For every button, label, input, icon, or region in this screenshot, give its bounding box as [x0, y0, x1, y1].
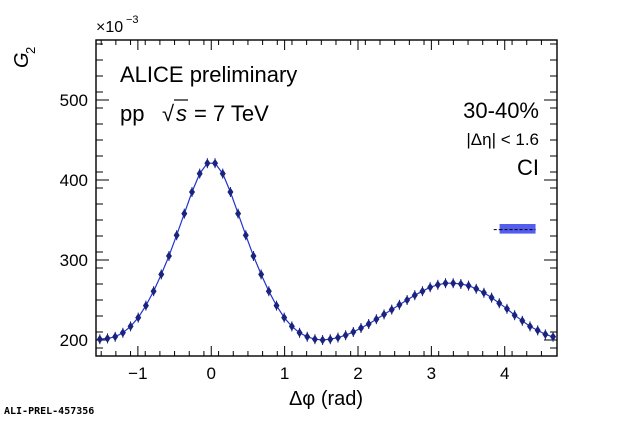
data-point — [550, 332, 557, 342]
y-multiplier-exponent: −3 — [126, 14, 139, 26]
data-point — [258, 269, 265, 279]
data-point — [480, 288, 487, 298]
data-point — [450, 278, 457, 288]
data-point — [342, 330, 349, 340]
data-point — [373, 314, 380, 324]
data-point — [158, 269, 165, 279]
data-point — [104, 333, 111, 343]
data-point — [235, 209, 242, 219]
data-point — [319, 335, 326, 345]
experiment-label: ALICE preliminary — [120, 62, 297, 87]
data-point — [381, 309, 388, 319]
data-point — [204, 158, 211, 168]
axis-ticks — [96, 40, 557, 356]
energy-variable: s — [176, 101, 187, 126]
data-point — [281, 313, 288, 323]
figure-id: ALI-PREL-457356 — [4, 406, 94, 417]
charge-combination-label: CI — [517, 155, 539, 180]
data-point — [350, 327, 357, 337]
y-axis-label: G 2 — [11, 47, 38, 68]
data-point — [527, 321, 534, 331]
energy-value: = 7 TeV — [194, 101, 269, 126]
data-point — [465, 281, 472, 291]
data-point — [135, 313, 142, 323]
data-point — [411, 290, 418, 300]
data-point — [358, 323, 365, 333]
data-point — [142, 301, 149, 311]
sqrt-symbol: √ — [162, 101, 175, 126]
x-tick-label: 2 — [353, 364, 362, 383]
data-point — [189, 187, 196, 197]
data-point — [542, 329, 549, 339]
y-tick-label: 300 — [60, 251, 88, 270]
data-point — [265, 286, 272, 296]
data-point — [534, 325, 541, 335]
data-point — [288, 321, 295, 331]
y-axis-label-main: G — [11, 52, 33, 68]
data-point — [388, 305, 395, 315]
data-point — [457, 279, 464, 289]
systematic-layer — [493, 224, 536, 234]
x-tick-label: 4 — [500, 364, 509, 383]
data-point — [419, 286, 426, 296]
data-point — [327, 334, 334, 344]
data-point — [473, 284, 480, 294]
eta-cut-label: |Δη| < 1.6 — [466, 130, 539, 149]
data-point — [511, 310, 518, 320]
data-point — [311, 334, 318, 344]
data-point — [127, 321, 134, 331]
y-tick-label: 400 — [60, 171, 88, 190]
data-point — [181, 209, 188, 219]
y-tick-label: 200 — [60, 331, 88, 350]
data-point — [112, 332, 119, 342]
y-axis-label-subscript: 2 — [23, 47, 38, 54]
data-point — [173, 230, 180, 240]
data-point — [196, 169, 203, 179]
data-point — [503, 304, 510, 314]
system-prefix: pp — [120, 101, 144, 126]
data-point — [434, 280, 441, 290]
centrality-label: 30-40% — [463, 98, 539, 123]
y-tick-label: 500 — [60, 91, 88, 110]
data-point — [365, 319, 372, 329]
data-point — [404, 295, 411, 305]
x-tick-label: 0 — [207, 364, 216, 383]
data-point — [250, 251, 257, 261]
data-point — [296, 328, 303, 338]
data-point — [273, 301, 280, 311]
data-point — [96, 334, 103, 344]
axis-tick-labels: −1 0 1 2 3 4 200 300 400 500 — [60, 91, 510, 383]
data-point — [396, 300, 403, 310]
data-point — [242, 230, 249, 240]
data-point — [227, 187, 234, 197]
x-axis-label: Δφ (rad) — [289, 388, 363, 410]
data-point — [334, 333, 341, 343]
x-tick-label: 1 — [280, 364, 289, 383]
data-point — [165, 251, 172, 261]
plot-frame — [95, 39, 558, 357]
series-line — [99, 162, 554, 341]
systematic-band — [499, 224, 536, 234]
data-point — [488, 293, 495, 303]
x-tick-label: 3 — [427, 364, 436, 383]
series-layer — [96, 158, 557, 345]
x-tick-label: −1 — [128, 364, 147, 383]
y-multiplier: ×10 — [96, 19, 123, 36]
data-point — [496, 298, 503, 308]
data-point — [519, 316, 526, 326]
data-point — [150, 286, 157, 296]
data-point — [212, 158, 219, 168]
data-point — [119, 328, 126, 338]
data-point — [442, 278, 449, 288]
data-point — [219, 169, 226, 179]
data-point — [304, 332, 311, 342]
data-point — [427, 282, 434, 292]
